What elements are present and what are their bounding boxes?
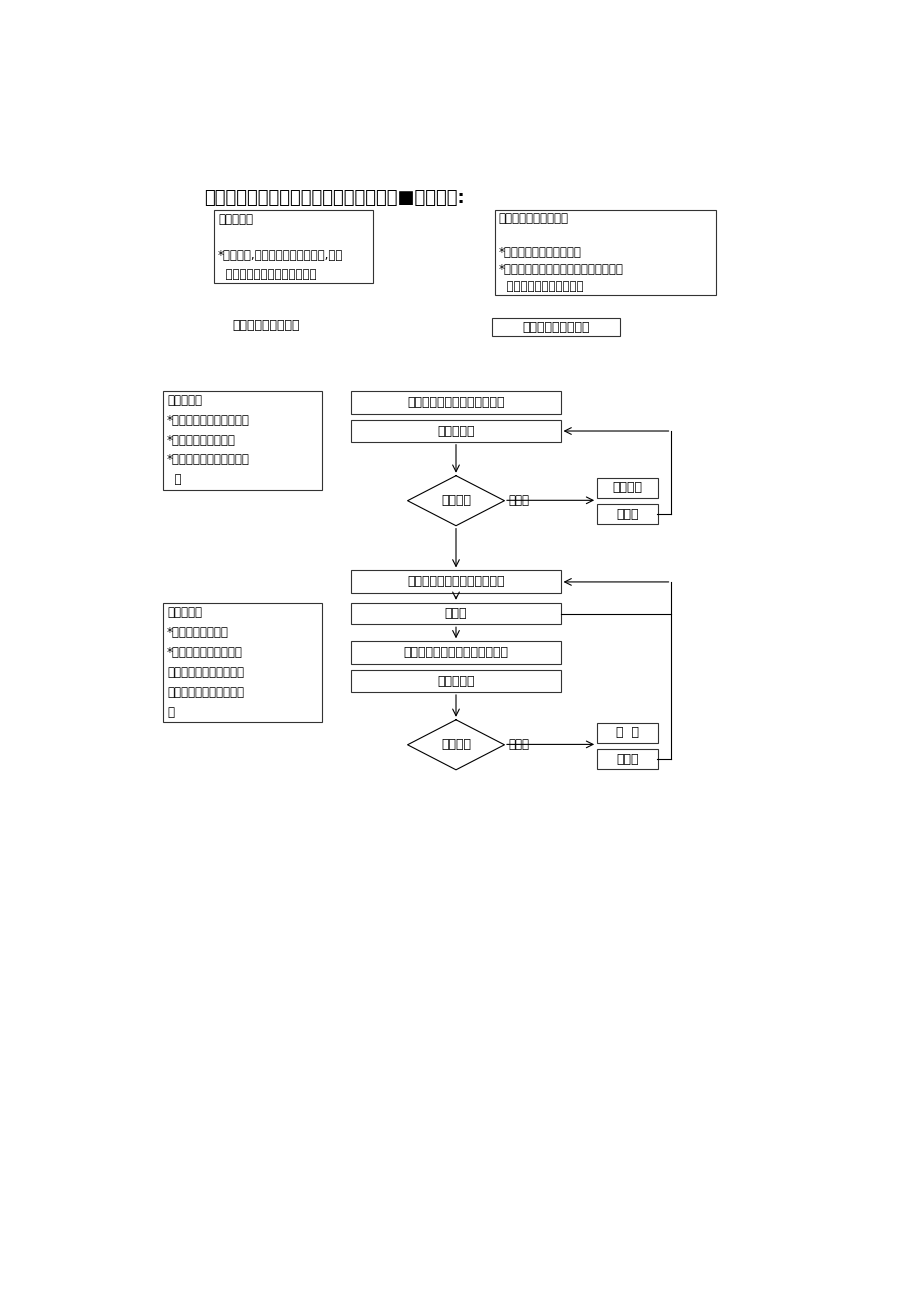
- Bar: [596, 749, 657, 769]
- Text: 承包人、分包人资质证书: 承包人、分包人资质证书: [498, 280, 583, 293]
- Text: 填写开工申请并提供：: 填写开工申请并提供：: [498, 212, 568, 225]
- Bar: [492, 317, 619, 336]
- Text: 等: 等: [166, 474, 181, 487]
- Text: 承包人: 承包人: [444, 608, 467, 621]
- Text: 准备工作：: 准备工作：: [218, 212, 253, 225]
- Text: 审核开工申请和施工组织方案: 审核开工申请和施工组织方案: [407, 396, 505, 409]
- Text: *熟悉图纸,将工艺图与土建图对照,核查: *熟悉图纸,将工艺图与土建图对照,核查: [218, 250, 343, 263]
- Text: 审核结果: 审核结果: [440, 494, 471, 507]
- Bar: [214, 209, 373, 284]
- Text: *承包人、分包人资质文件: *承包人、分包人资质文件: [166, 414, 250, 427]
- Text: 试验结果: 试验结果: [440, 738, 471, 751]
- Text: 题: 题: [166, 705, 174, 718]
- Text: 承包人、监理、业主: 承包人、监理、业主: [522, 320, 589, 333]
- Text: 承包人: 承包人: [616, 752, 638, 765]
- Text: 业主、监理: 业主、监理: [437, 675, 474, 688]
- Text: 验收内容：: 验收内容：: [166, 606, 201, 619]
- Bar: [163, 602, 322, 722]
- Text: 业主、监理: 业主、监理: [437, 424, 474, 437]
- Text: 不合格: 不合格: [508, 494, 529, 507]
- Text: 修改完善: 修改完善: [612, 481, 641, 494]
- Bar: [351, 602, 560, 624]
- Text: 承包人: 承包人: [616, 507, 638, 520]
- Bar: [351, 670, 560, 692]
- Text: 按设计要求验收施工材料或器材: 按设计要求验收施工材料或器材: [403, 647, 508, 660]
- Text: 与设计相符，质保文件是: 与设计相符，质保文件是: [166, 666, 244, 679]
- Bar: [596, 723, 657, 743]
- Text: *施工组织设计、施工方案: *施工组织设计、施工方案: [498, 246, 581, 259]
- Bar: [351, 570, 560, 593]
- Bar: [596, 477, 657, 498]
- Text: 有无矛盾，汇集问题准备审图: 有无矛盾，汇集问题准备审图: [218, 268, 316, 281]
- Text: *人员工种的上岗证书: *人员工种的上岗证书: [166, 433, 235, 446]
- Text: *检查器材规格型号是否: *检查器材规格型号是否: [166, 647, 243, 658]
- Text: 不合格: 不合格: [508, 738, 529, 751]
- Bar: [351, 420, 560, 442]
- Bar: [163, 392, 322, 489]
- Text: 某大型地产公司工程部建筑暖通给排水质■管理程序:: 某大型地产公司工程部建筑暖通给排水质■管理程序:: [204, 190, 464, 207]
- Text: *工人、技术人员数量、机械品种数量，: *工人、技术人员数量、机械品种数量，: [498, 263, 623, 276]
- Text: 否齐全，外观有无质量问: 否齐全，外观有无质量问: [166, 686, 244, 699]
- Text: *施工组织设计、施工方案: *施工组织设计、施工方案: [166, 454, 250, 467]
- Bar: [596, 505, 657, 524]
- Text: 制作零部位、预埋件及隐蔽工: 制作零部位、预埋件及隐蔽工: [407, 575, 505, 588]
- Text: 承包人、监理、业主: 承包人、监理、业主: [233, 319, 300, 332]
- Text: *必要时作材性试验: *必要时作材性试验: [166, 626, 229, 639]
- Bar: [351, 392, 560, 414]
- Bar: [494, 209, 715, 295]
- Bar: [351, 641, 560, 665]
- Text: 退  换: 退 换: [615, 726, 638, 739]
- Text: 审核内容：: 审核内容：: [166, 394, 201, 407]
